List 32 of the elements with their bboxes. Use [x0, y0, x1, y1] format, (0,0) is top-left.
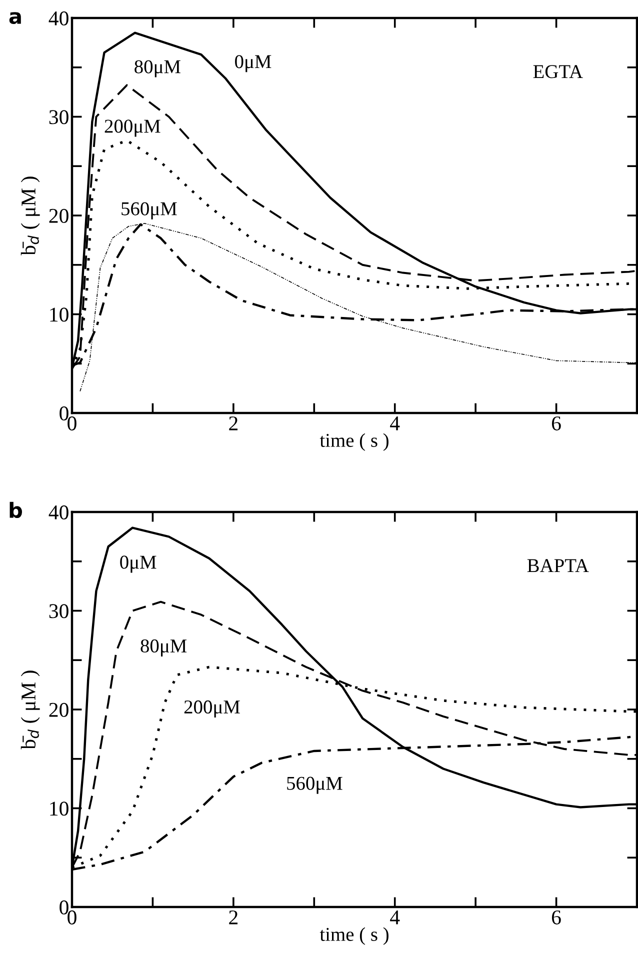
- series-label: 200μM: [104, 120, 160, 137]
- x-tick-label: 2: [229, 910, 238, 924]
- y-tick-label: 30: [49, 110, 68, 124]
- x-tick-label: 4: [390, 910, 400, 924]
- series-label: 200μM: [184, 700, 240, 718]
- y-axis-title: b̄$_{d}$ ( μM ): [20, 176, 40, 256]
- series-label: 80μM: [140, 639, 187, 657]
- y-tick-label: 30: [49, 604, 68, 618]
- series-label: 0μM: [120, 556, 156, 573]
- y-tick-label: 0: [60, 900, 68, 914]
- x-tick-label: 6: [552, 416, 561, 430]
- y-tick-label: 20: [49, 208, 68, 223]
- series-label: 560μM: [122, 202, 177, 220]
- x-tick-label: 6: [552, 910, 561, 924]
- x-tick-label: 4: [390, 416, 400, 430]
- y-tick-label: 10: [50, 308, 68, 322]
- y-tick-label: 20: [49, 702, 68, 717]
- y-tick-label: 10: [50, 802, 68, 816]
- series-label: 560μM: [287, 776, 342, 794]
- y-axis-title: b̄$_{d}$ ( μM ): [20, 670, 40, 750]
- series-label: 80μM: [134, 60, 180, 78]
- x-tick-label: 2: [229, 416, 238, 430]
- y-tick-label: 40: [48, 505, 68, 520]
- series-label: 0μM: [235, 55, 272, 72]
- x-axis-title: time ( s ): [320, 433, 388, 451]
- annotation: BAPTA: [527, 559, 589, 572]
- y-tick-label: 40: [48, 11, 68, 26]
- chart-title: a: [9, 12, 21, 24]
- x-axis-title: time ( s ): [320, 927, 388, 945]
- chart-title: b: [10, 502, 22, 518]
- y-tick-label: 0: [60, 406, 68, 420]
- annotation: EGTA: [533, 65, 583, 78]
